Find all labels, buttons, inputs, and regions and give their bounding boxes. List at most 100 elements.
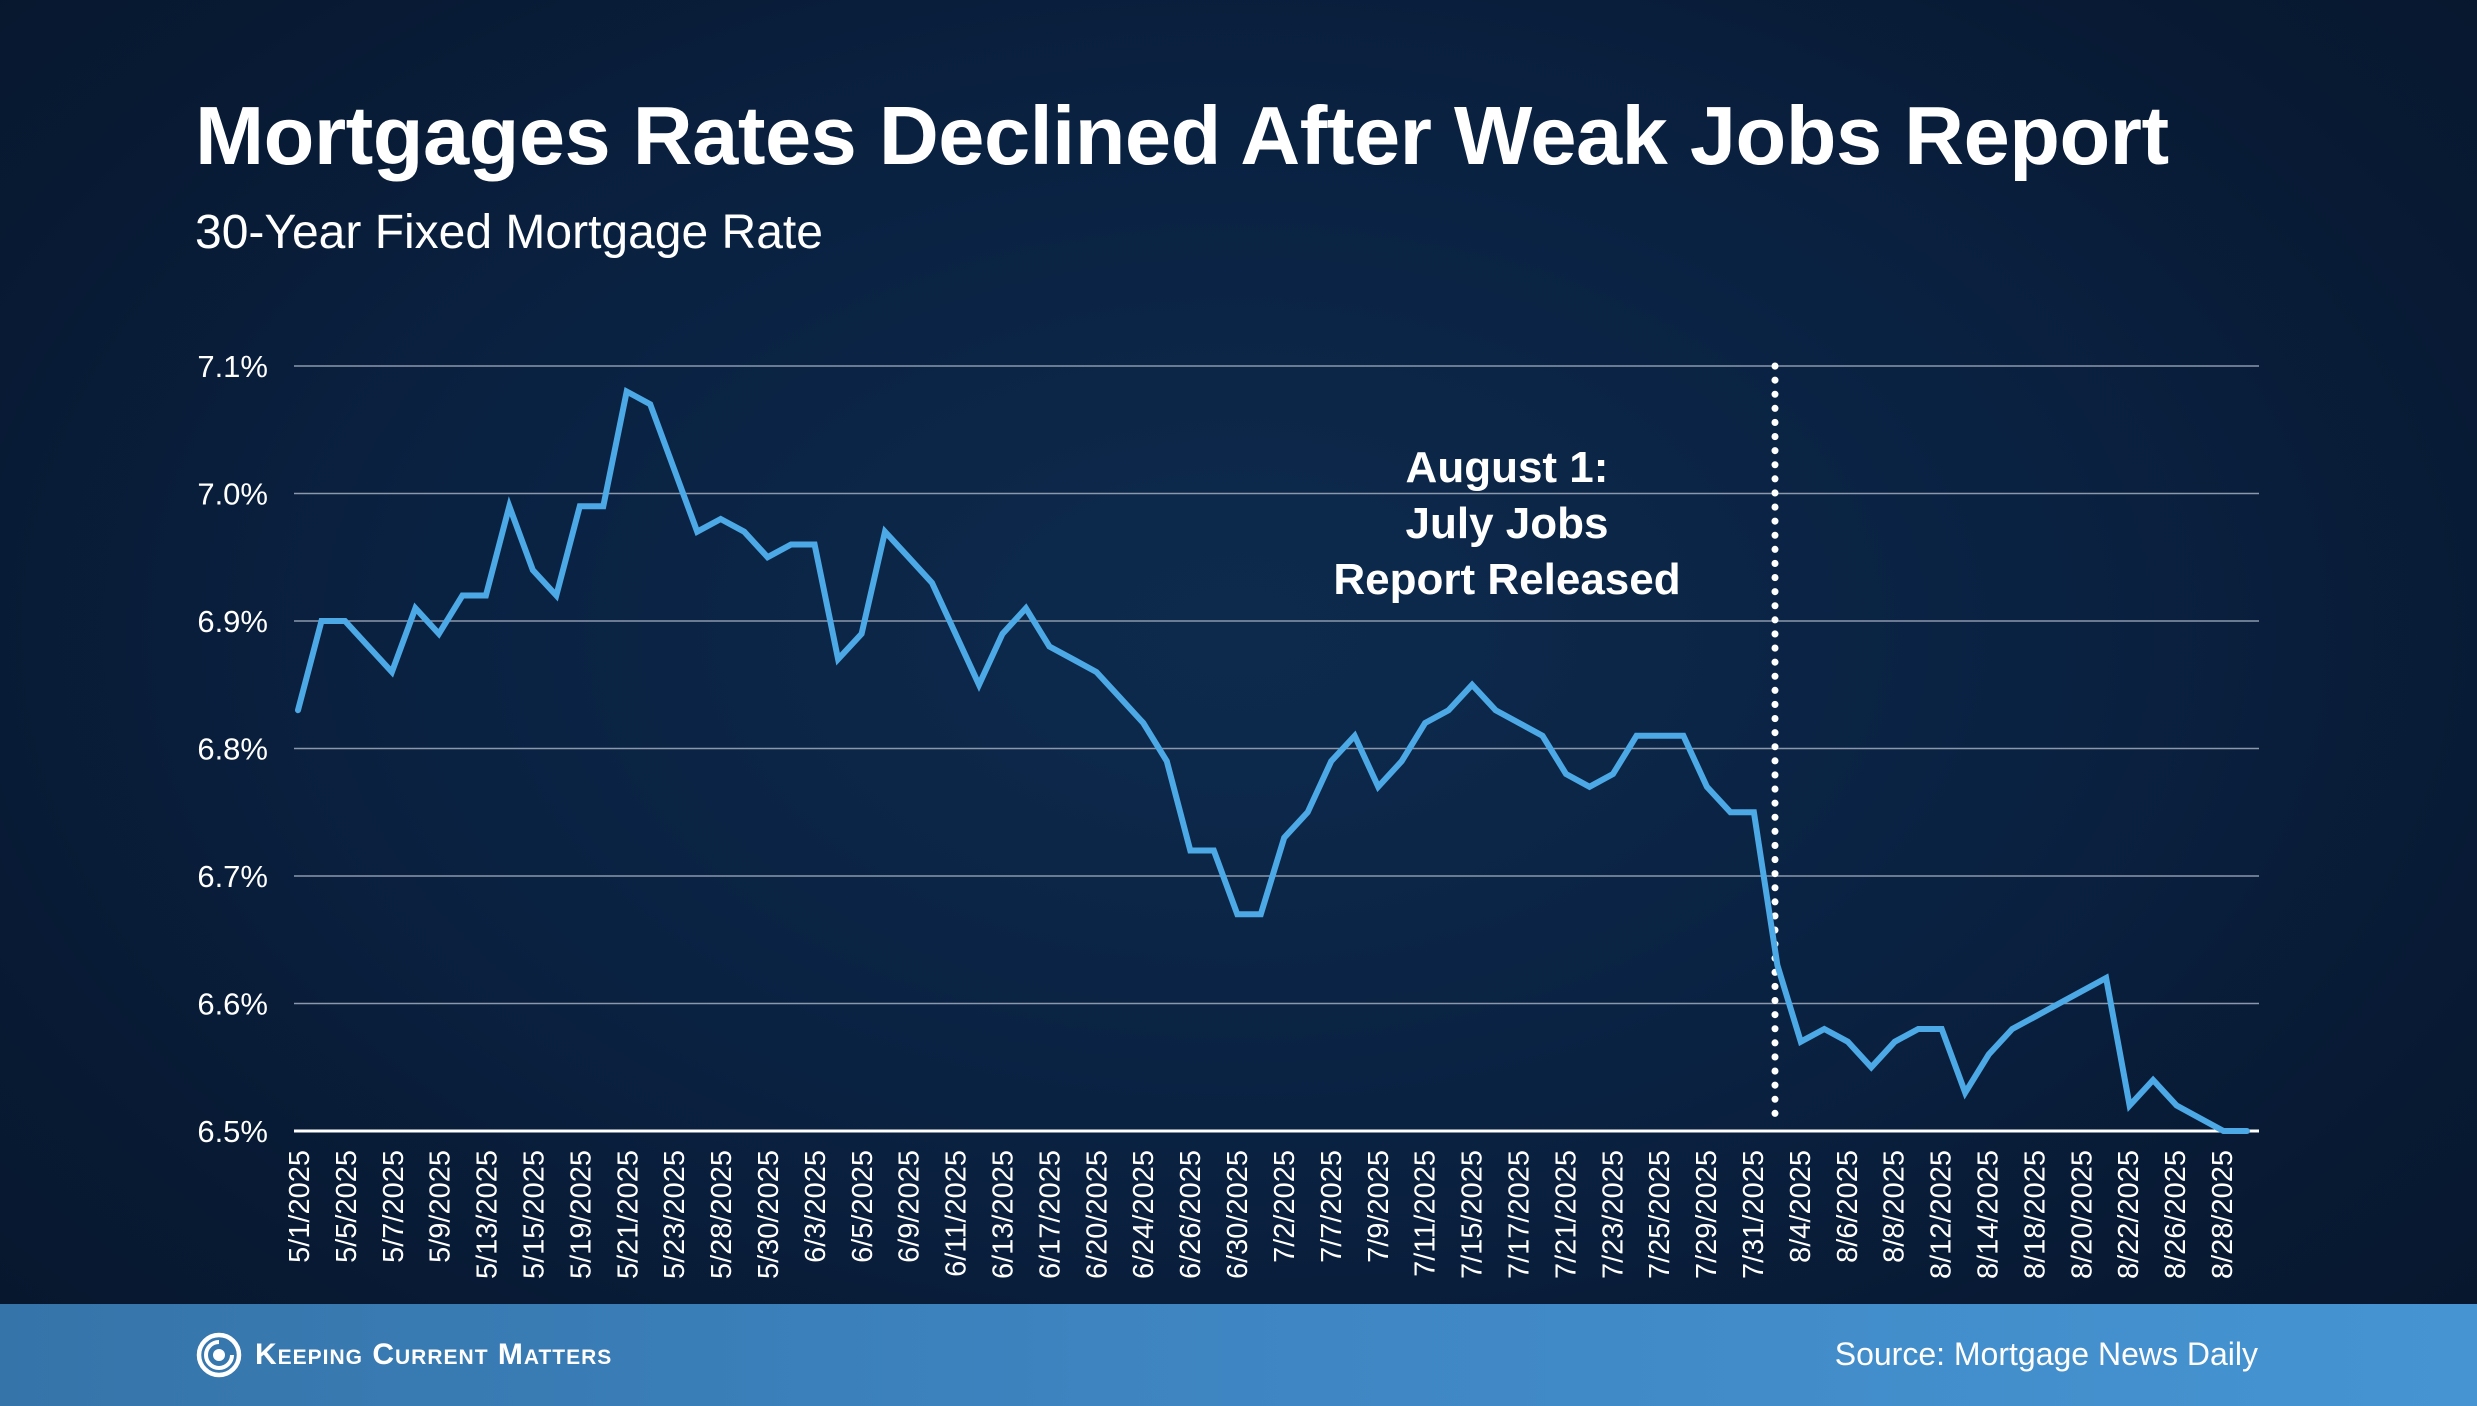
data-point <box>600 503 606 509</box>
data-point <box>2033 1013 2039 1019</box>
data-point <box>1704 784 1710 790</box>
data-point <box>718 516 724 522</box>
data-point <box>1516 720 1522 726</box>
data-point <box>1046 644 1052 650</box>
x-tick-label: 5/15/2025 <box>519 1150 551 1279</box>
data-point <box>1469 682 1475 688</box>
data-point <box>1845 1039 1851 1045</box>
data-point <box>1657 733 1663 739</box>
data-point <box>1493 707 1499 713</box>
x-tick-label: 8/18/2025 <box>2019 1150 2051 1279</box>
x-tick-label: 5/9/2025 <box>425 1150 457 1263</box>
x-tick-label: 7/2/2025 <box>1269 1150 1301 1263</box>
brand-logo: Keeping Current Matters <box>195 1330 612 1380</box>
data-point <box>1986 1052 1992 1058</box>
data-point <box>1868 1064 1874 1070</box>
data-point <box>1352 733 1358 739</box>
data-point <box>624 389 630 395</box>
data-point <box>1281 835 1287 841</box>
data-point <box>1587 784 1593 790</box>
data-point <box>483 593 489 599</box>
data-point <box>1070 656 1076 662</box>
data-point <box>1751 809 1757 815</box>
x-tick-label: 7/29/2025 <box>1691 1150 1723 1279</box>
x-tick-label: 8/28/2025 <box>2207 1150 2239 1279</box>
data-point <box>1023 605 1029 611</box>
x-tick-label: 5/30/2025 <box>753 1150 785 1279</box>
x-tick-label: 7/21/2025 <box>1550 1150 1582 1279</box>
data-point <box>812 542 818 548</box>
data-point <box>1422 720 1428 726</box>
x-tick-label: 7/7/2025 <box>1316 1150 1348 1263</box>
data-point <box>1234 911 1240 917</box>
data-point <box>1446 707 1452 713</box>
data-point <box>295 707 301 713</box>
data-point <box>835 656 841 662</box>
y-tick-label: 6.8% <box>197 732 268 767</box>
x-axis-ticks: 5/1/2025 5/5/2025 5/7/2025 5/9/2025 5/13/202… <box>284 1150 2239 1279</box>
chart-subtitle: 30-Year Fixed Mortgage Rate <box>195 206 823 259</box>
kcm-swirl-icon <box>196 1332 242 1378</box>
y-tick-label: 6.9% <box>197 604 268 639</box>
x-tick-label: 8/6/2025 <box>1832 1150 1864 1263</box>
data-point <box>553 593 559 599</box>
x-tick-label: 6/26/2025 <box>1175 1150 1207 1279</box>
data-point <box>1117 695 1123 701</box>
data-point <box>2150 1077 2156 1083</box>
x-tick-label: 6/11/2025 <box>941 1150 973 1277</box>
chart-title: Mortgages Rates Declined After Weak Jobs… <box>195 89 2169 182</box>
data-points <box>295 389 2250 1135</box>
x-tick-label: 7/25/2025 <box>1644 1150 1676 1279</box>
x-tick-label: 6/13/2025 <box>988 1150 1020 1279</box>
x-tick-label: 6/17/2025 <box>1034 1150 1066 1279</box>
data-point <box>1892 1039 1898 1045</box>
data-point <box>1093 669 1099 675</box>
x-tick-label: 8/20/2025 <box>2066 1150 2098 1279</box>
data-point <box>412 605 418 611</box>
data-point <box>976 682 982 688</box>
x-tick-label: 5/1/2025 <box>284 1150 316 1263</box>
annotation-line: Report Released <box>1333 555 1680 604</box>
x-tick-label: 7/15/2025 <box>1457 1150 1489 1279</box>
data-point <box>1211 848 1217 854</box>
data-point <box>647 401 653 407</box>
data-point <box>318 618 324 624</box>
data-point <box>1187 848 1193 854</box>
y-tick-label: 7.1% <box>197 349 268 384</box>
footer-bar: Keeping Current Matters Source: Mortgage… <box>0 1304 2477 1406</box>
data-point <box>999 631 1005 637</box>
x-tick-label: 8/26/2025 <box>2160 1150 2192 1279</box>
x-tick-label: 5/7/2025 <box>378 1150 410 1263</box>
x-tick-label: 5/23/2025 <box>659 1150 691 1279</box>
data-point <box>342 618 348 624</box>
data-point <box>2056 1001 2062 1007</box>
x-tick-label: 8/4/2025 <box>1785 1150 1817 1263</box>
data-point <box>882 529 888 535</box>
data-point <box>1140 720 1146 726</box>
x-tick-label: 5/21/2025 <box>612 1150 644 1279</box>
x-tick-label: 7/23/2025 <box>1597 1150 1629 1279</box>
data-point <box>1258 911 1264 917</box>
data-point <box>1821 1026 1827 1032</box>
x-tick-label: 6/30/2025 <box>1222 1150 1254 1279</box>
data-point <box>1328 758 1334 764</box>
annotation-line: July Jobs <box>1406 499 1609 548</box>
data-point <box>389 669 395 675</box>
data-point <box>506 503 512 509</box>
data-point <box>2103 975 2109 981</box>
data-point <box>2009 1026 2015 1032</box>
data-point <box>2080 988 2086 994</box>
y-tick-label: 6.6% <box>197 987 268 1022</box>
mortgage-rate-line <box>295 386 2250 1134</box>
data-point <box>1540 733 1546 739</box>
data-point <box>2244 1128 2250 1134</box>
data-point <box>1633 733 1639 739</box>
x-tick-label: 7/17/2025 <box>1503 1150 1535 1279</box>
data-point <box>741 529 747 535</box>
data-point <box>365 644 371 650</box>
gridlines <box>294 365 2259 1133</box>
data-point <box>671 465 677 471</box>
data-point <box>1680 733 1686 739</box>
data-point <box>1164 758 1170 764</box>
y-tick-label: 7.0% <box>197 477 268 512</box>
